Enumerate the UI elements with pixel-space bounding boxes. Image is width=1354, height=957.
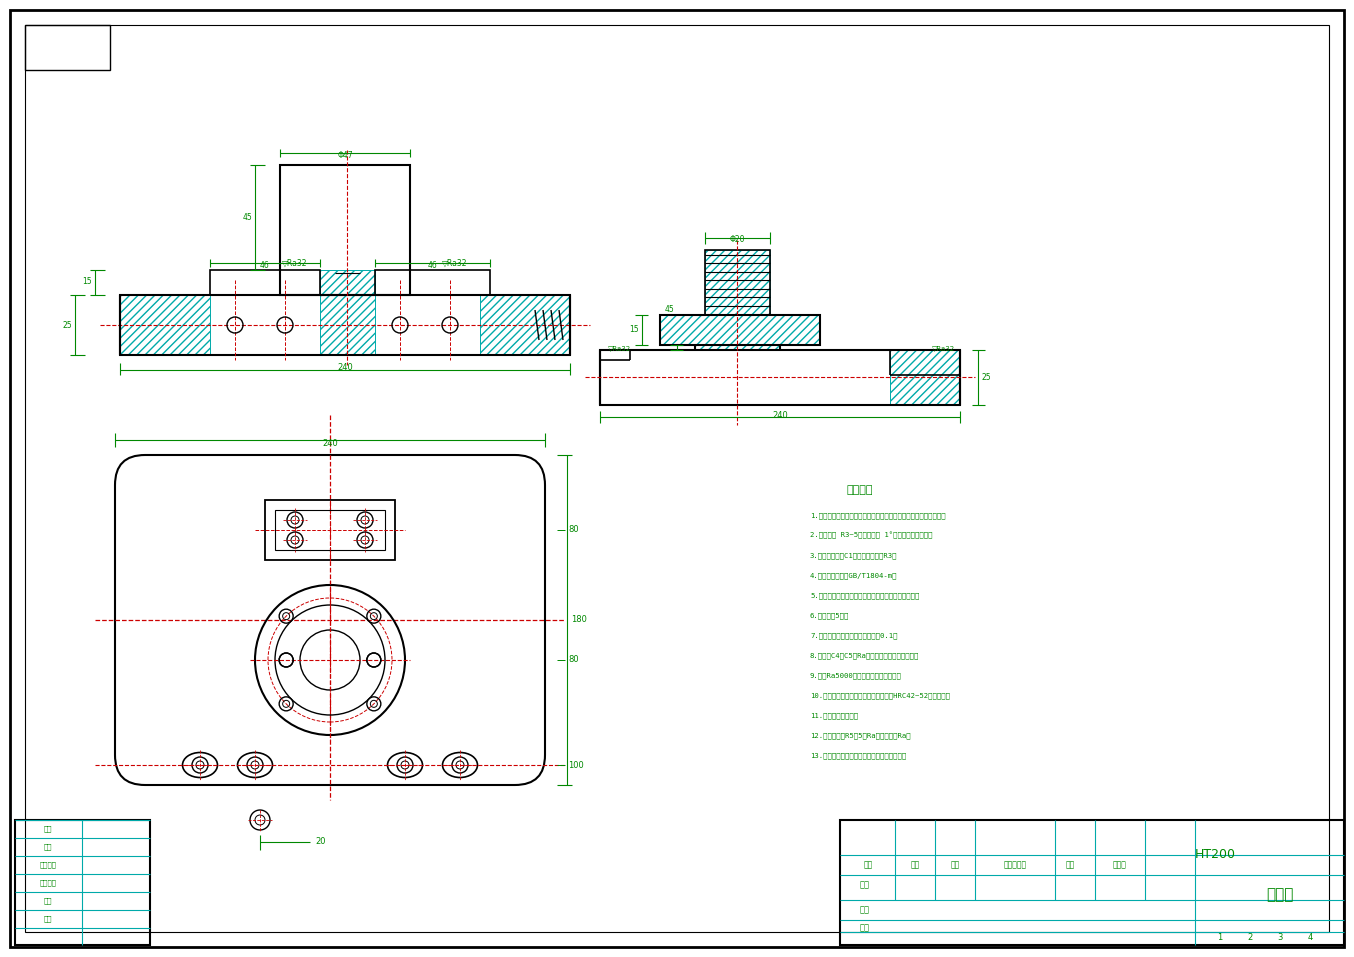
- Text: 3.未注倒角均为C1，未注圆角均为R3。: 3.未注倒角均为C1，未注圆角均为R3。: [810, 552, 898, 559]
- Bar: [320, 295, 375, 355]
- Text: 7.相邻两孔轴线平行度误差不大于0.1。: 7.相邻两孔轴线平行度误差不大于0.1。: [810, 632, 898, 638]
- Text: Φ20: Φ20: [730, 235, 745, 244]
- Bar: [121, 295, 210, 355]
- Text: 工艺: 工艺: [860, 924, 871, 932]
- Text: 100: 100: [567, 761, 584, 769]
- Bar: [15, 820, 150, 945]
- Text: 15: 15: [83, 278, 92, 286]
- Text: 轴承座: 轴承座: [1266, 887, 1293, 902]
- Text: ▽Ra32: ▽Ra32: [443, 258, 467, 268]
- Text: 1.铸件不允许有砂眼、气孔、缩孔等铸造缺陷，铸件须经时效处理。: 1.铸件不允许有砂眼、气孔、缩孔等铸造缺陷，铸件须经时效处理。: [810, 512, 945, 519]
- Text: 3: 3: [1277, 933, 1282, 943]
- Text: 更改文件号: 更改文件号: [1003, 860, 1026, 870]
- Text: 240: 240: [322, 438, 338, 448]
- Bar: [121, 295, 570, 355]
- Text: 46: 46: [260, 260, 269, 270]
- Text: 签名: 签名: [43, 844, 53, 851]
- Text: 批准: 批准: [860, 905, 871, 915]
- Text: 12.铸造圆角：R5～5，Ra，铸造圆角Ra。: 12.铸造圆角：R5～5，Ra，铸造圆角Ra。: [810, 732, 911, 739]
- Text: 13.铸件不允许有铸造缺陷，铸件、铸造缺陷。: 13.铸件不允许有铸造缺陷，铸件、铸造缺陷。: [810, 752, 906, 759]
- Bar: [24, 25, 110, 70]
- Text: 年月日: 年月日: [1113, 860, 1127, 870]
- Bar: [839, 820, 1345, 945]
- Bar: [695, 345, 780, 350]
- Text: 批准: 批准: [43, 898, 53, 904]
- Bar: [890, 350, 960, 405]
- Text: HT200: HT200: [1194, 849, 1235, 861]
- Bar: [275, 510, 385, 550]
- Text: 日期: 日期: [43, 916, 53, 923]
- Text: 180: 180: [571, 615, 586, 625]
- Text: 处数: 处数: [910, 860, 919, 870]
- Bar: [280, 165, 410, 295]
- Text: 240: 240: [772, 411, 788, 419]
- Bar: [659, 315, 821, 345]
- Text: 11.调质后进行处理。: 11.调质后进行处理。: [810, 712, 858, 719]
- Text: 20: 20: [315, 837, 325, 847]
- Text: 240: 240: [337, 363, 353, 371]
- Text: 9.铸件Ra5000，粗糙度，一般精确度。: 9.铸件Ra5000，粗糙度，一般精确度。: [810, 672, 902, 679]
- Text: 45: 45: [242, 212, 252, 221]
- Text: 15: 15: [630, 325, 639, 335]
- Text: 1: 1: [1217, 933, 1223, 943]
- Text: 2: 2: [1247, 933, 1252, 943]
- Text: 25: 25: [62, 321, 72, 329]
- Text: 更改内容: 更改内容: [39, 861, 57, 868]
- Text: 2.铸造圆角 R3~5，铸造斜度 1°，拔模斜度按标准。: 2.铸造圆角 R3~5，铸造斜度 1°，拔模斜度按标准。: [810, 532, 933, 540]
- Bar: [210, 270, 320, 295]
- Bar: [705, 250, 770, 315]
- Bar: [481, 295, 570, 355]
- Text: 10.调质处理后齿面高频淬火，硬度达到HRC42~52调质硬度。: 10.调质处理后齿面高频淬火，硬度达到HRC42~52调质硬度。: [810, 692, 951, 699]
- Text: ▽Ra32: ▽Ra32: [932, 345, 955, 351]
- Text: ▽Ra32: ▽Ra32: [282, 258, 307, 268]
- Text: 材料: 材料: [860, 880, 871, 889]
- Bar: [265, 500, 395, 560]
- Bar: [659, 315, 821, 345]
- Text: 25: 25: [982, 372, 991, 382]
- Text: 4: 4: [1308, 933, 1312, 943]
- Text: 技术要求: 技术要求: [846, 485, 873, 495]
- Bar: [375, 270, 490, 295]
- Text: 4.未注公差尺寸按GB/T1804-m。: 4.未注公差尺寸按GB/T1804-m。: [810, 572, 898, 579]
- Bar: [600, 350, 960, 405]
- Text: 46: 46: [427, 260, 437, 270]
- Text: 80: 80: [567, 525, 578, 535]
- Bar: [320, 270, 375, 295]
- Text: 签名: 签名: [1066, 860, 1075, 870]
- Text: 80: 80: [567, 656, 578, 664]
- Text: Φ47: Φ47: [337, 150, 353, 160]
- Text: 标记: 标记: [864, 860, 872, 870]
- Text: 8.铸件，C4，C5，Ra，磁粉探伤检验，无裂纹。: 8.铸件，C4，C5，Ra，磁粉探伤检验，无裂纹。: [810, 652, 919, 658]
- Text: ▽Ra32: ▽Ra32: [608, 345, 631, 351]
- Text: 5.表面处理：喷漆，颜色按图样规定，各加工面除外。: 5.表面处理：喷漆，颜色按图样规定，各加工面除外。: [810, 592, 919, 599]
- Text: 更改: 更改: [43, 826, 53, 833]
- Text: 45: 45: [665, 305, 674, 315]
- Text: 分区: 分区: [951, 860, 960, 870]
- Text: 6.铸造精度5级。: 6.铸造精度5级。: [810, 612, 849, 618]
- Text: 签名日期: 签名日期: [39, 879, 57, 886]
- Bar: [705, 250, 770, 315]
